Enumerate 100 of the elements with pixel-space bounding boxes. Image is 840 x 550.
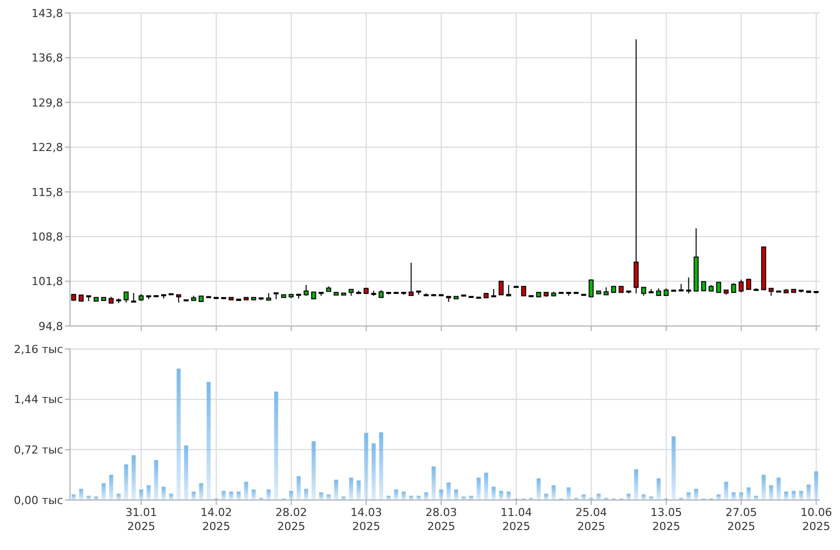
candlestick: [686, 276, 692, 294]
bar: [476, 478, 481, 500]
bar: [154, 460, 158, 500]
candlestick: [746, 278, 752, 290]
candlestick: [716, 282, 722, 293]
bar: [79, 488, 84, 500]
bar: [266, 490, 271, 500]
bar: [746, 487, 751, 500]
bar: [536, 478, 541, 500]
bar: [806, 484, 811, 500]
bar: [394, 490, 398, 500]
x-tick-label: 27.05 2025: [726, 506, 757, 533]
bar: [432, 466, 436, 500]
x-tick-label: 25.04 2025: [576, 506, 607, 533]
candlestick: [491, 288, 496, 298]
x-tick-label: 10.06 2025: [800, 506, 832, 533]
bar: [184, 445, 188, 500]
candlestick: [701, 280, 706, 292]
y-tick-label: 0,00 тыс: [14, 494, 63, 507]
x-tick-label: 28.02 2025: [276, 506, 307, 533]
bar: [656, 478, 661, 500]
candlestick: [498, 280, 504, 296]
bar: [402, 492, 406, 500]
bar: [642, 494, 646, 500]
x-tick-label: 14.02 2025: [200, 506, 232, 533]
candlestick: [731, 282, 736, 293]
candlestick: [506, 284, 512, 296]
bar: [72, 494, 76, 500]
bar: [326, 494, 331, 500]
bar: [814, 471, 818, 500]
bar: [634, 469, 638, 500]
bar: [776, 478, 781, 500]
bar: [132, 455, 136, 500]
bar: [424, 492, 428, 500]
y-tick-label: 129,8: [32, 96, 63, 110]
bar: [116, 494, 121, 500]
bar: [454, 490, 458, 500]
y-tick-label: 1,44 тыс: [14, 393, 63, 406]
bar: [762, 474, 766, 500]
x-tick-label: 28.03 2025: [426, 506, 457, 533]
bar: [799, 490, 804, 500]
bar: [356, 480, 361, 500]
bar: [252, 490, 256, 500]
y-tick-label: 136,8: [32, 52, 63, 65]
y-tick-label: 115,8: [32, 186, 63, 199]
bar: [312, 441, 316, 500]
bar: [146, 485, 151, 500]
bar: [176, 368, 181, 500]
bar: [222, 490, 226, 500]
bar: [582, 494, 586, 500]
candlestick: [634, 38, 639, 294]
bar: [289, 490, 294, 500]
y-tick-label: 143,8: [32, 6, 63, 20]
bar: [296, 476, 301, 500]
bar: [626, 494, 631, 500]
bar: [439, 490, 444, 500]
bar: [304, 488, 308, 500]
bar: [552, 485, 556, 500]
bar: [446, 482, 451, 500]
candlestick: [738, 279, 744, 293]
bar: [769, 485, 774, 500]
y-tick-label: 94,8: [38, 320, 63, 333]
candlestick: [588, 278, 594, 298]
bar: [492, 486, 496, 500]
bar: [484, 472, 488, 500]
bar: [169, 494, 174, 500]
y-tick-label: 2,16 тыс: [14, 342, 63, 356]
candlestick: [521, 286, 526, 296]
bar: [244, 482, 248, 500]
bar: [784, 492, 788, 500]
bar: [162, 486, 166, 500]
candlestick: [124, 292, 129, 303]
bar: [506, 492, 511, 500]
bar: [229, 492, 234, 500]
bar: [206, 382, 211, 500]
bar: [732, 492, 736, 500]
bar: [379, 432, 384, 500]
bar: [372, 443, 376, 500]
bar: [334, 480, 338, 500]
bar: [596, 494, 601, 500]
candlestick: [131, 292, 136, 303]
bar: [792, 490, 796, 500]
x-tick-label: 11.04 2025: [500, 506, 532, 533]
bar: [672, 436, 676, 500]
x-tick-label: 31.01 2025: [126, 506, 157, 533]
bar: [236, 492, 241, 500]
bar: [739, 492, 744, 500]
bar: [566, 487, 571, 500]
bar: [319, 492, 324, 500]
bar: [544, 494, 548, 500]
x-tick-label: 13.05 2025: [650, 506, 682, 533]
bar: [364, 432, 368, 500]
bar: [109, 474, 114, 500]
bar: [724, 482, 728, 500]
bar: [192, 492, 196, 500]
y-tick-label: 0,72 тыс: [14, 444, 63, 457]
bar: [199, 483, 204, 500]
y-tick-label: 122,8: [32, 141, 63, 154]
bar: [499, 490, 504, 500]
x-tick-label: 14.03 2025: [350, 506, 382, 533]
